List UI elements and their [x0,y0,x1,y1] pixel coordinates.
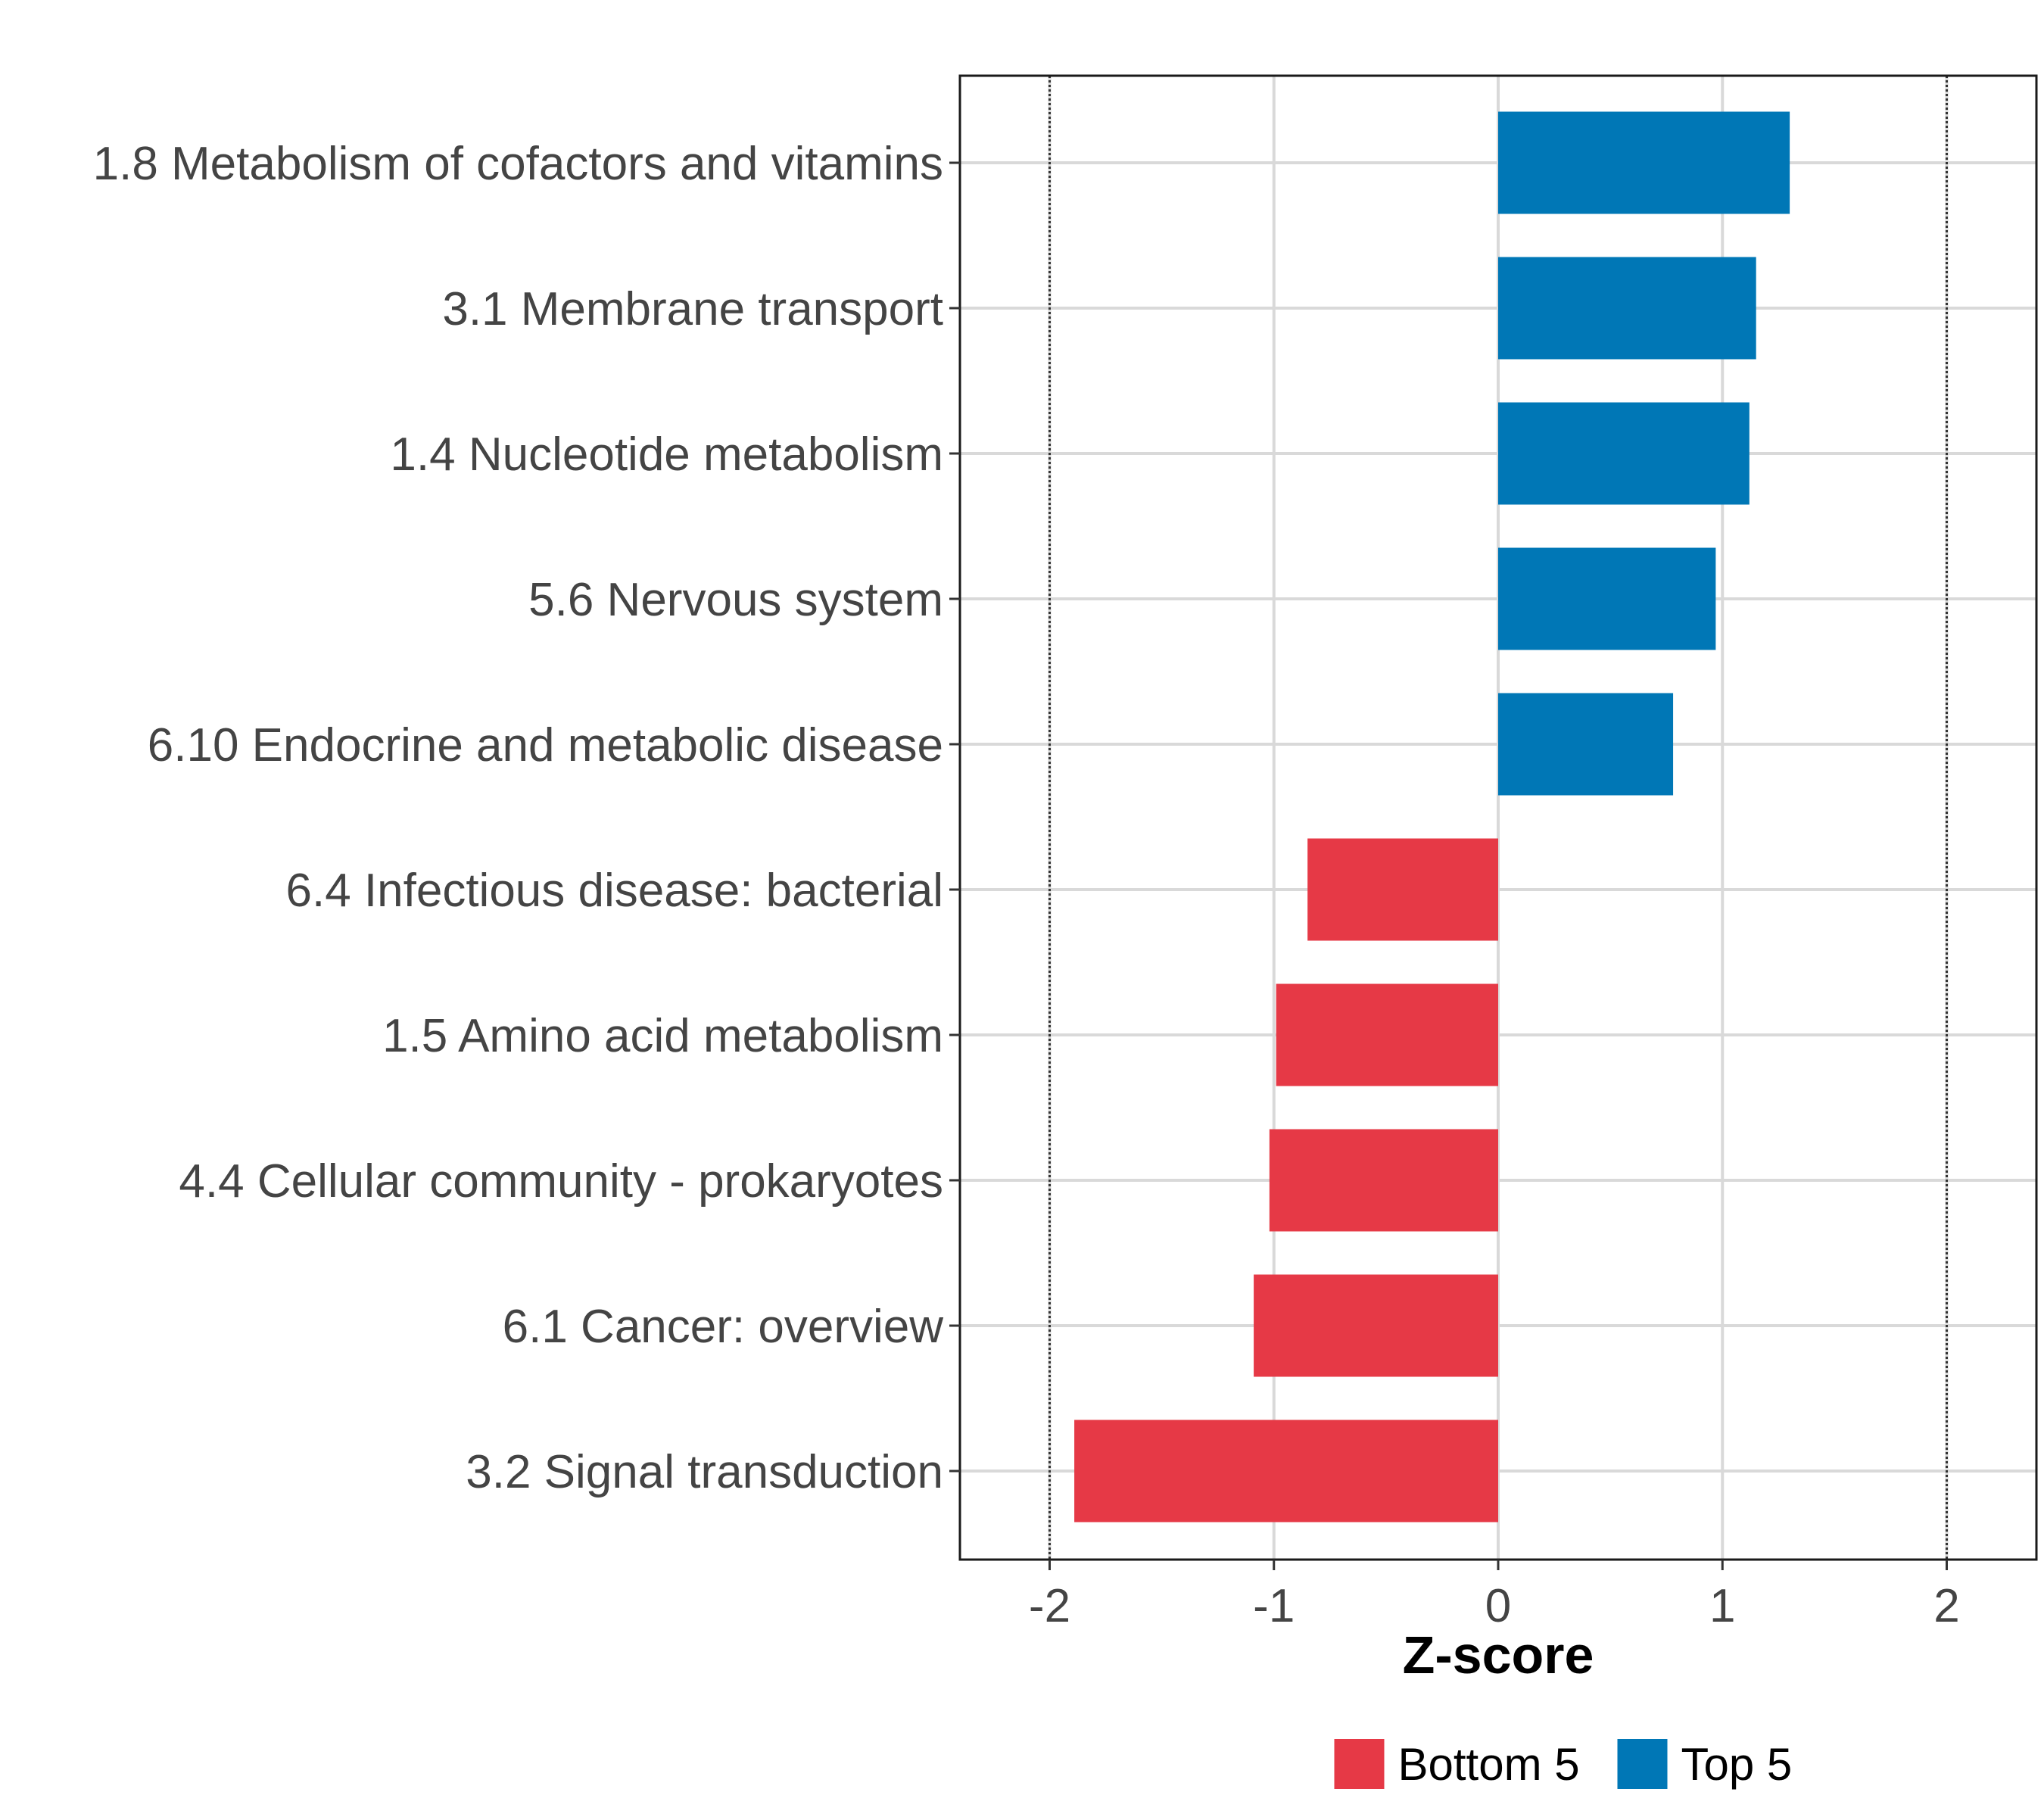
y-tick-label-6: 1.5 Amino acid metabolism [382,1010,943,1062]
bar-7 [1269,1129,1498,1232]
bar-8 [1254,1274,1498,1377]
y-tick-label-7: 4.4 Cellular community - prokaryotes [179,1155,943,1208]
bar-2 [1498,402,1750,505]
x-tick-label-4: 2 [1933,1580,1959,1632]
y-tick-label-3: 5.6 Nervous system [528,574,943,626]
bar-1 [1498,257,1756,360]
y-tick-label-1: 3.1 Membrane transport [442,283,943,335]
bar-3 [1498,547,1716,650]
bar-5 [1307,838,1498,941]
x-axis-ticks: -2 -1 0 1 2 [1029,1560,1960,1632]
bars [1074,111,1790,1522]
bar-9 [1074,1420,1498,1522]
y-axis-ticks: 1.8 Metabolism of cofactors and vitamins… [93,138,960,1498]
x-tick-label-1: -1 [1253,1580,1295,1632]
reference-lines [1048,76,1948,1560]
bar-6 [1276,983,1498,1086]
x-axis-title: Z-score [1403,1625,1594,1685]
y-tick-label-5: 6.4 Infectious disease: bacterial [285,865,943,917]
y-tick-label-0: 1.8 Metabolism of cofactors and vitamins [93,138,943,190]
y-tick-label-4: 6.10 Endocrine and metabolic disease [148,719,943,771]
y-tick-label-9: 3.2 Signal transduction [466,1446,943,1498]
legend-label-0: Bottom 5 [1398,1739,1580,1790]
x-tick-label-3: 1 [1709,1580,1735,1632]
x-tick-label-2: 0 [1485,1580,1511,1632]
y-tick-label-8: 6.1 Cancer: overview [503,1301,944,1353]
legend-key-1 [1617,1739,1668,1789]
x-tick-label-0: -2 [1029,1580,1070,1632]
legend: Bottom 5 Top 5 [1334,1739,1793,1790]
legend-key-0 [1334,1739,1385,1789]
bar-0 [1498,111,1790,214]
y-tick-label-2: 1.4 Nucleotide metabolism [390,429,943,481]
legend-label-1: Top 5 [1681,1739,1793,1790]
bar-4 [1498,693,1674,796]
